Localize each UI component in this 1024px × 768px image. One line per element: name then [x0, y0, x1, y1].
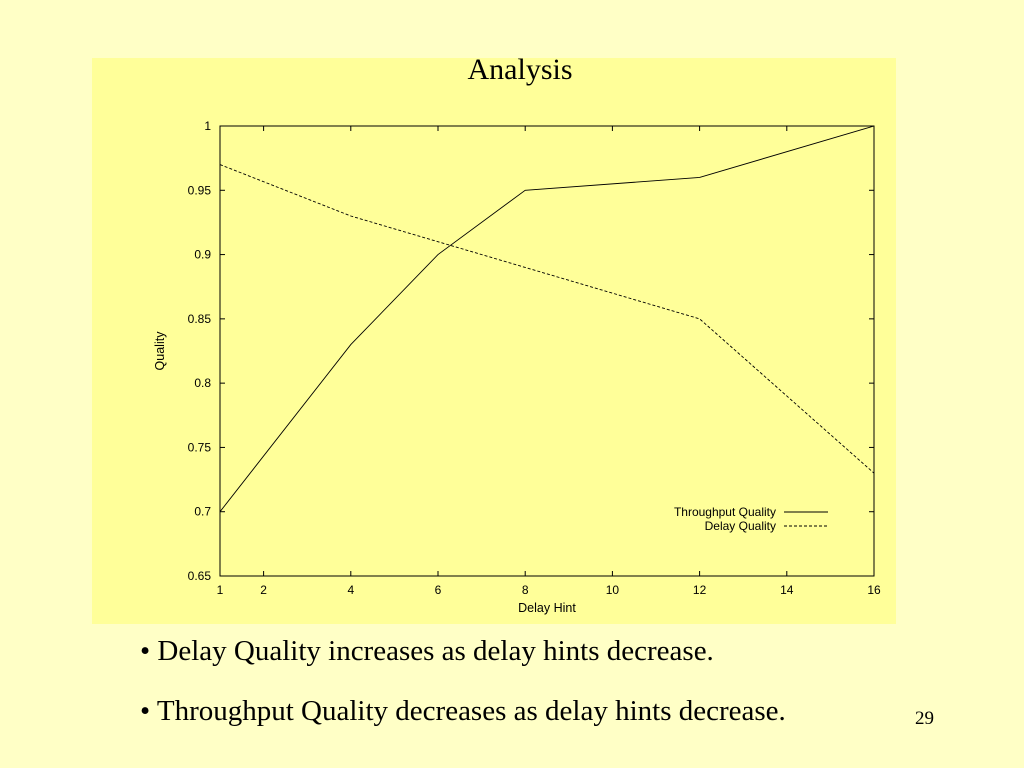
plot-panel: [92, 58, 896, 624]
x-tick-label: 6: [435, 583, 442, 597]
y-tick-label: 0.95: [188, 183, 212, 197]
x-tick-label: 4: [347, 583, 354, 597]
legend-label-throughput-quality: Throughput Quality: [674, 505, 776, 519]
bullet-throughput-quality: • Throughput Quality decreases as delay …: [140, 695, 786, 727]
x-axis-label: Delay Hint: [518, 601, 576, 615]
y-tick-label: 1: [204, 119, 211, 133]
y-tick-label: 0.85: [188, 312, 212, 326]
series-lines: [219, 125, 875, 512]
x-tick-label: 1: [217, 583, 224, 597]
x-tick-label: 16: [867, 583, 881, 597]
y-tick-label: 0.8: [194, 376, 211, 390]
y-tick-label: 0.65: [188, 569, 212, 583]
page-number: 29: [915, 708, 934, 729]
x-tick-label: 12: [693, 583, 707, 597]
y-tick-label: 0.75: [188, 440, 212, 454]
bullet-delay-quality: • Delay Quality increases as delay hints…: [140, 635, 714, 667]
legend-label-delay-quality: Delay Quality: [705, 519, 776, 533]
x-tick-label: 14: [780, 583, 794, 597]
throughput-quality-line: [219, 125, 875, 512]
slide-title: Analysis: [467, 53, 573, 86]
y-axis-label: Quality: [153, 331, 167, 371]
y-tick-label: 0.7: [194, 505, 211, 519]
y-tick-label: 0.9: [194, 248, 211, 262]
delay-quality-line: [219, 164, 875, 474]
x-tick-label: 2: [260, 583, 267, 597]
x-tick-label: 8: [522, 583, 529, 597]
plot-frame: [219, 125, 875, 577]
x-tick-label: 10: [606, 583, 620, 597]
